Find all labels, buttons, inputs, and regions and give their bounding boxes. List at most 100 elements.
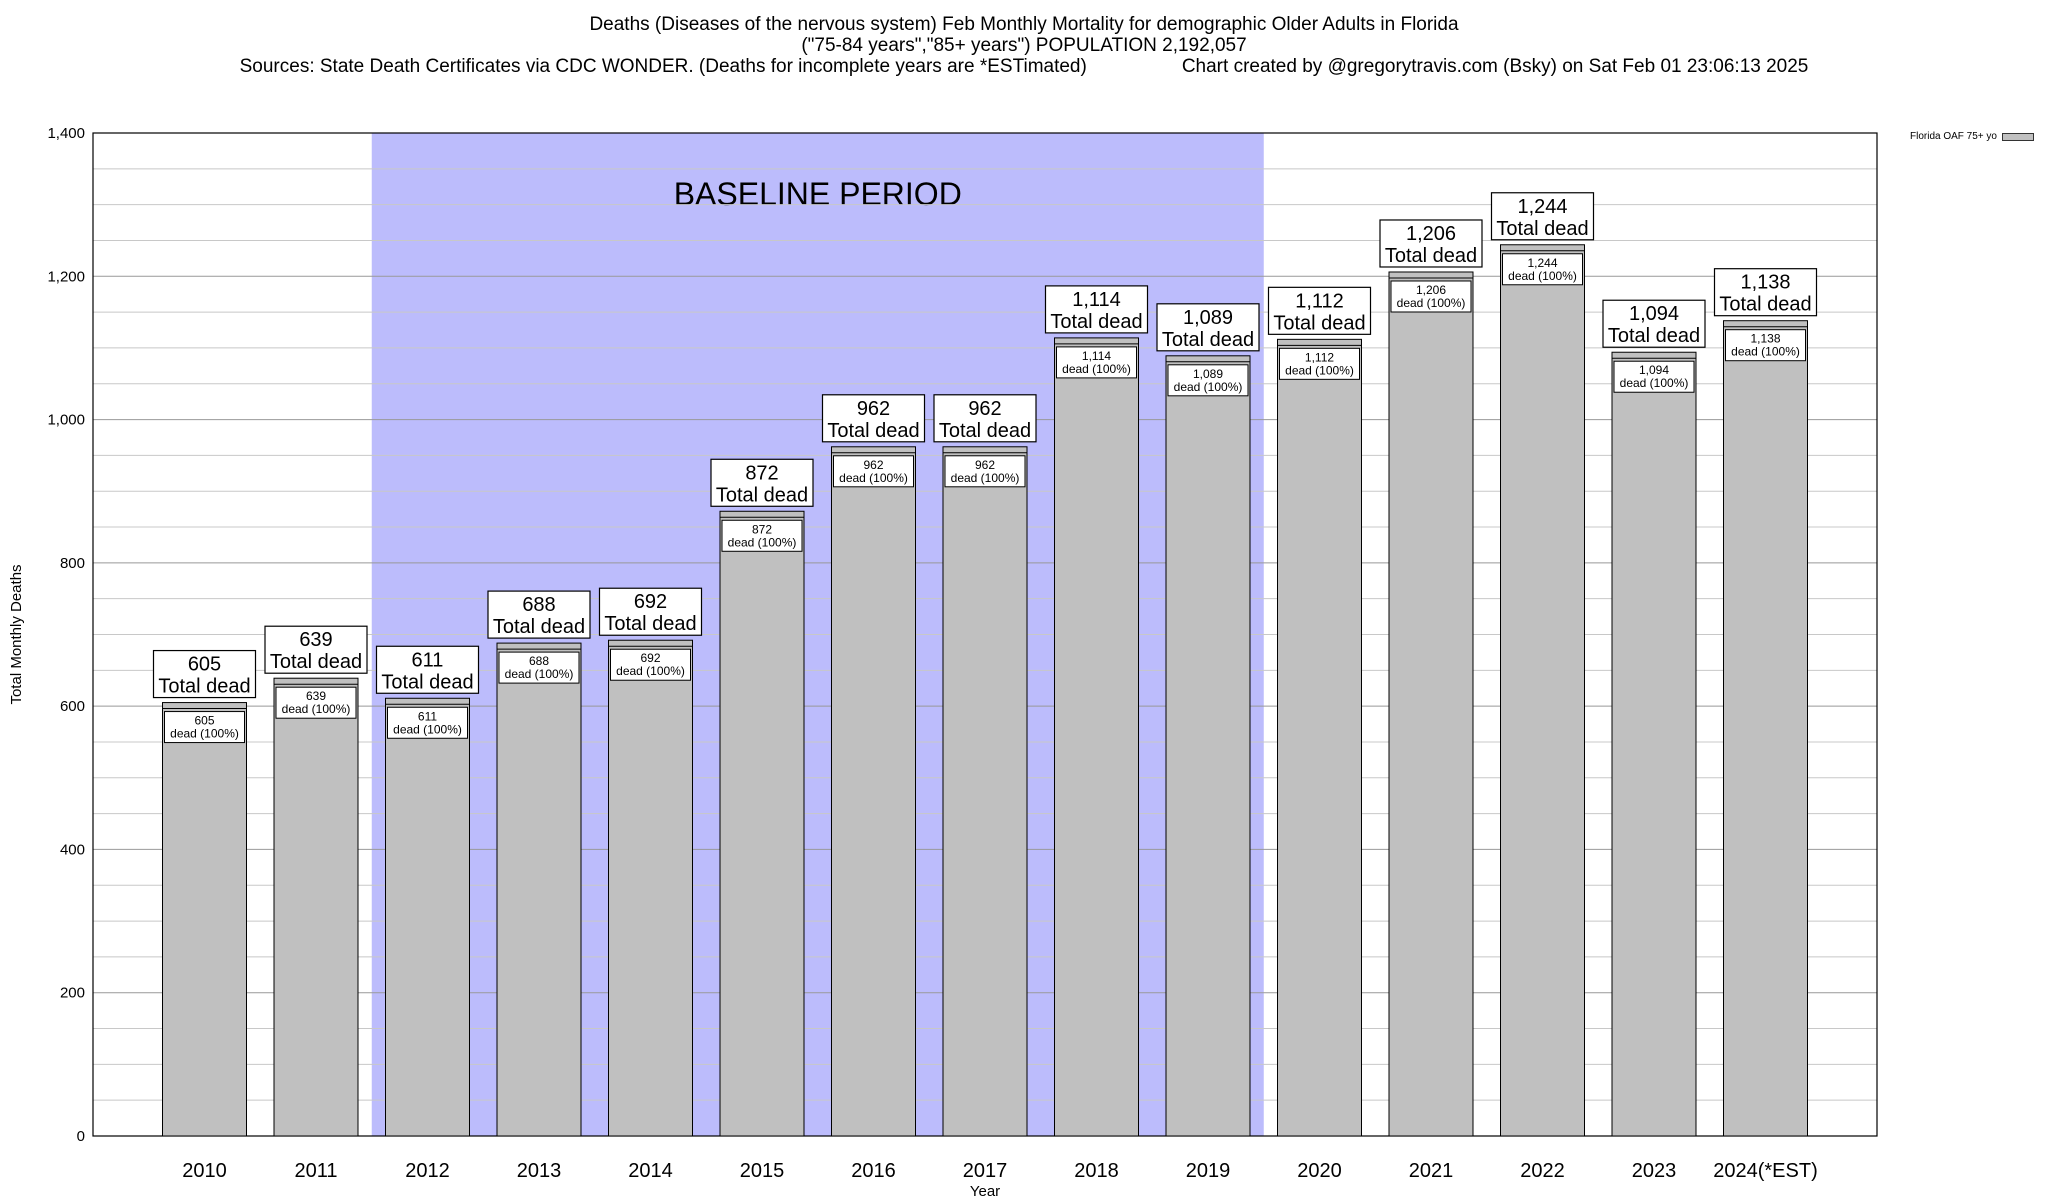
total-dead-box xyxy=(1156,303,1260,352)
total-dead-value: 605 xyxy=(188,654,221,676)
bar-annotation-percent: dead (100%) xyxy=(1731,345,1800,359)
chart-sources: Sources: State Death Certificates via CD… xyxy=(239,56,1087,77)
bar xyxy=(942,446,1028,1137)
y-tick-label: 0 xyxy=(77,1128,85,1145)
x-tick-label: 2011 xyxy=(294,1160,337,1182)
bar-annotation-box xyxy=(833,455,914,488)
bar-annotation-percent: dead (100%) xyxy=(1174,380,1243,394)
bar-annotation-box xyxy=(1502,253,1583,286)
total-dead-label: Total dead xyxy=(827,420,919,442)
bar-annotation-value: 1,089 xyxy=(1193,367,1223,381)
bar-annotation-percent: dead (100%) xyxy=(170,727,239,741)
bar-annotation-value: 962 xyxy=(863,458,883,472)
bar-annotation-value: 1,206 xyxy=(1416,283,1446,297)
total-dead-label: Total dead xyxy=(1719,294,1811,316)
bar-annotation-box xyxy=(1279,347,1360,380)
chart-sources-row: Sources: State Death Certificates via CD… xyxy=(0,56,2048,77)
bar-annotation-value: 1,138 xyxy=(1750,332,1780,346)
x-tick-label: 2020 xyxy=(1297,1160,1342,1182)
total-dead-label: Total dead xyxy=(1496,218,1588,240)
x-tick-label: 2024(*EST) xyxy=(1713,1160,1818,1182)
total-dead-box xyxy=(1379,219,1483,268)
bar-annotation-box xyxy=(1725,329,1806,362)
total-dead-box xyxy=(1267,286,1372,335)
total-dead-label: Total dead xyxy=(1385,245,1477,267)
x-tick-label: 2015 xyxy=(740,1160,785,1182)
total-dead-box xyxy=(487,590,591,639)
bar-annotation-percent: dead (100%) xyxy=(728,535,797,549)
y-tick-label: 1,400 xyxy=(47,125,85,142)
total-dead-label: Total dead xyxy=(1273,312,1365,334)
bar-annotation-box xyxy=(721,519,803,552)
bar-annotation-box xyxy=(164,711,245,744)
total-dead-label: Total dead xyxy=(1162,329,1254,351)
y-tick-label: 1,000 xyxy=(47,412,85,429)
bar-annotation-value: 688 xyxy=(529,654,549,668)
bar-annotation-percent: dead (100%) xyxy=(282,702,351,716)
total-dead-value: 1,206 xyxy=(1406,223,1456,245)
bar-annotation-box xyxy=(944,455,1026,488)
total-dead-value: 962 xyxy=(857,398,890,420)
total-dead-label: Total dead xyxy=(158,676,250,698)
total-dead-label: Total dead xyxy=(493,616,585,638)
legend: Florida OAF 75+ yo xyxy=(1910,131,2034,142)
bar xyxy=(1277,338,1362,1137)
total-dead-box xyxy=(152,649,257,699)
bar-annotation-value: 872 xyxy=(752,522,772,536)
total-dead-label: Total dead xyxy=(716,484,808,506)
total-dead-value: 1,112 xyxy=(1295,290,1344,312)
total-dead-label: Total dead xyxy=(604,613,696,635)
bar xyxy=(1165,355,1251,1137)
bar xyxy=(1388,271,1474,1137)
x-tick-label: 2018 xyxy=(1074,1160,1119,1182)
y-tick-label: 400 xyxy=(60,841,85,858)
y-tick-label: 1,200 xyxy=(47,268,85,285)
bar-annotation-percent: dead (100%) xyxy=(1062,362,1131,376)
bar xyxy=(1723,320,1808,1137)
bar-annotation-value: 1,114 xyxy=(1082,349,1111,363)
bar-annotation-box xyxy=(1613,360,1695,393)
bar-annotation-value: 1,112 xyxy=(1305,350,1334,364)
x-tick-label: 2013 xyxy=(517,1160,562,1182)
x-tick-label: 2016 xyxy=(851,1160,896,1182)
bar-annotation-percent: dead (100%) xyxy=(1285,363,1354,377)
total-dead-value: 962 xyxy=(968,398,1001,420)
bar-annotation-percent: dead (100%) xyxy=(616,664,685,678)
legend-label: Florida OAF 75+ yo xyxy=(1910,131,1997,142)
total-dead-box xyxy=(264,625,368,674)
y-axis-label: Total Monthly Deaths xyxy=(8,564,25,704)
total-dead-value: 1,089 xyxy=(1183,307,1233,329)
bar-annotation-box xyxy=(498,651,580,684)
bar-annotation-box xyxy=(1056,346,1137,379)
bar-annotation-percent: dead (100%) xyxy=(951,471,1020,485)
chart-credit: Chart created by @gregorytravis.com (Bsk… xyxy=(1181,56,1809,77)
chart-title: Deaths (Diseases of the nervous system) … xyxy=(589,14,1459,35)
bar-annotation-box xyxy=(387,706,468,739)
total-dead-value: 1,244 xyxy=(1517,196,1567,218)
bar-annotation-value: 605 xyxy=(194,714,214,728)
x-tick-label: 2010 xyxy=(182,1160,227,1182)
bar-annotation-percent: dead (100%) xyxy=(1397,296,1466,310)
total-dead-value: 639 xyxy=(299,629,332,651)
y-tick-label: 200 xyxy=(60,985,85,1002)
x-tick-label: 2021 xyxy=(1409,1160,1454,1182)
y-tick-label: 600 xyxy=(60,698,85,715)
total-dead-label: Total dead xyxy=(1608,325,1700,347)
bar-annotation-value: 639 xyxy=(306,689,326,703)
x-tick-label: 2022 xyxy=(1520,1160,1565,1182)
bar xyxy=(496,642,582,1137)
total-dead-value: 688 xyxy=(522,594,555,616)
total-dead-value: 692 xyxy=(634,591,667,613)
x-tick-label: 2012 xyxy=(405,1160,450,1182)
total-dead-box xyxy=(1490,192,1595,241)
x-tick-label: 2017 xyxy=(963,1160,1008,1182)
legend-swatch xyxy=(2001,132,2034,141)
total-dead-value: 1,138 xyxy=(1740,272,1790,294)
total-dead-box xyxy=(710,458,814,507)
bar xyxy=(719,510,805,1137)
bar xyxy=(1500,244,1585,1137)
x-tick-label: 2023 xyxy=(1632,1160,1677,1182)
bar xyxy=(608,639,693,1137)
total-dead-label: Total dead xyxy=(1050,311,1142,333)
total-dead-box xyxy=(821,394,926,443)
